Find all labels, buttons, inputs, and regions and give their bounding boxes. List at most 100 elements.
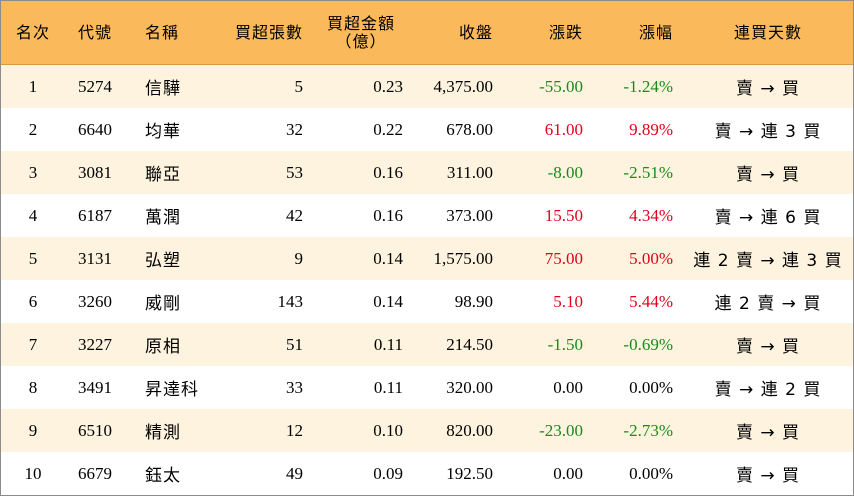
cell-name: 均華 (145, 122, 181, 142)
cell-name: 萬潤 (145, 208, 181, 228)
cell-name: 聯亞 (145, 165, 181, 185)
cell-net-amount: 0.14 (373, 291, 403, 311)
cell-close: 4,375.00 (433, 76, 494, 96)
cell-change-pct: -2.51% (623, 162, 673, 182)
cell-code: 5274 (78, 76, 112, 96)
cell-buy-days: 賣 → 連 2 買 (714, 380, 822, 400)
header-net-amount-line1: 買超金額 (326, 13, 395, 33)
cell-buy-days: 賣 → 買 (735, 79, 801, 99)
cell-code: 6640 (78, 119, 112, 139)
cell-net-lots: 32 (286, 119, 303, 139)
cell-net-amount: 0.23 (373, 76, 403, 96)
cell-change: 61.00 (544, 119, 583, 139)
cell-code: 6510 (78, 420, 112, 440)
cell-code: 3260 (78, 291, 112, 311)
cell-rank: 5 (28, 248, 38, 268)
cell-net-lots: 143 (277, 291, 304, 311)
cell-rank: 2 (28, 119, 38, 139)
cell-rank: 6 (28, 291, 38, 311)
cell-net-lots: 33 (286, 377, 303, 397)
cell-close: 214.50 (446, 334, 493, 354)
cell-net-amount: 0.16 (373, 162, 403, 182)
cell-change-pct: 4.34% (629, 205, 673, 225)
cell-name: 威剛 (145, 294, 181, 314)
table-row[interactable]: 3 3081 聯亞 53 0.16 311.00 -8.00 -2.51% 賣 → 買 (1, 151, 853, 194)
cell-rank: 3 (28, 162, 38, 182)
header-net-amount[interactable]: 買超金額 （億） (319, 1, 403, 64)
cell-net-lots: 42 (286, 205, 303, 225)
cell-net-amount: 0.16 (373, 205, 403, 225)
cell-change-pct: 5.00% (629, 248, 673, 268)
cell-net-lots: 12 (286, 420, 303, 440)
cell-change: 0.00 (553, 463, 583, 483)
cell-code: 3131 (78, 248, 112, 268)
cell-net-amount: 0.09 (373, 463, 403, 483)
table-row[interactable]: 5 3131 弘塑 9 0.14 1,575.00 75.00 5.00% 連 2 賣 → 連 … (1, 237, 853, 280)
cell-close: 373.00 (446, 205, 493, 225)
cell-name: 昇達科 (145, 380, 199, 400)
cell-change-pct: -2.73% (623, 420, 673, 440)
cell-net-amount: 0.10 (373, 420, 403, 440)
cell-buy-days: 賣 → 買 (735, 337, 801, 357)
header-change[interactable]: 漲跌 (548, 22, 583, 42)
table-row[interactable]: 7 3227 原相 51 0.11 214.50 -1.50 -0.69% 賣 → 買 (1, 323, 853, 366)
cell-code: 6187 (78, 205, 112, 225)
cell-change: -8.00 (547, 162, 583, 182)
cell-net-lots: 5 (294, 76, 304, 96)
cell-net-lots: 51 (286, 334, 303, 354)
cell-buy-days: 賣 → 買 (735, 165, 801, 185)
cell-rank: 1 (28, 76, 38, 96)
cell-buy-days: 連 2 賣 → 連 3 買 (693, 251, 843, 271)
header-name[interactable]: 名稱 (145, 22, 180, 42)
cell-net-amount: 0.14 (373, 248, 403, 268)
cell-close: 311.00 (446, 162, 493, 182)
table-header: 名次 代號 名稱 買超張數 買超金額 （億） 收盤 漲跌 漲幅 連買天數 (1, 1, 853, 65)
cell-change: -23.00 (539, 420, 583, 440)
table-row[interactable]: 4 6187 萬潤 42 0.16 373.00 15.50 4.34% 賣 → 連 6 買 (1, 194, 853, 237)
cell-change: 75.00 (544, 248, 583, 268)
cell-change: 0.00 (553, 377, 583, 397)
table-row[interactable]: 2 6640 均華 32 0.22 678.00 61.00 9.89% 賣 → 連 3 買 (1, 108, 853, 151)
cell-change-pct: 9.89% (629, 119, 673, 139)
header-rank[interactable]: 名次 (15, 22, 50, 42)
cell-net-lots: 49 (286, 463, 303, 483)
cell-change-pct: 0.00% (629, 463, 673, 483)
table-row[interactable]: 10 6679 鈺太 49 0.09 192.50 0.00 0.00% 賣 → 買 (1, 452, 853, 495)
table-row[interactable]: 1 5274 信驊 5 0.23 4,375.00 -55.00 -1.24% 賣 → 買 (1, 65, 853, 108)
header-close[interactable]: 收盤 (458, 22, 493, 42)
cell-change-pct: -1.24% (623, 76, 673, 96)
header-buy-days[interactable]: 連買天數 (733, 22, 802, 42)
table-row[interactable]: 8 3491 昇達科 33 0.11 320.00 0.00 0.00% 賣 → 連 2 買 (1, 366, 853, 409)
header-code[interactable]: 代號 (77, 22, 112, 42)
cell-net-lots: 9 (294, 248, 304, 268)
cell-change-pct: -0.69% (623, 334, 673, 354)
header-change-pct[interactable]: 漲幅 (638, 22, 673, 42)
cell-code: 6679 (78, 463, 112, 483)
cell-close: 320.00 (446, 377, 493, 397)
cell-change: -55.00 (539, 76, 583, 96)
header-net-amount-line2: （億） (335, 31, 387, 51)
cell-name: 鈺太 (145, 466, 181, 486)
cell-name: 精測 (145, 423, 181, 443)
header-net-lots[interactable]: 買超張數 (234, 22, 303, 42)
cell-buy-days: 賣 → 連 3 買 (714, 122, 822, 142)
cell-net-amount: 0.22 (373, 119, 403, 139)
cell-close: 678.00 (446, 119, 493, 139)
cell-buy-days: 賣 → 買 (735, 466, 801, 486)
cell-buy-days: 賣 → 買 (735, 423, 801, 443)
cell-close: 1,575.00 (433, 248, 494, 268)
cell-net-lots: 53 (286, 162, 303, 182)
cell-change: 15.50 (544, 205, 583, 225)
cell-name: 信驊 (145, 79, 181, 99)
cell-code: 3227 (78, 334, 112, 354)
table-row[interactable]: 9 6510 精測 12 0.10 820.00 -23.00 -2.73% 賣 → 買 (1, 409, 853, 452)
table-row[interactable]: 6 3260 威剛 143 0.14 98.90 5.10 5.44% 連 2 賣 → 買 (1, 280, 853, 323)
cell-code: 3081 (78, 162, 112, 182)
cell-buy-days: 連 2 賣 → 買 (714, 294, 822, 314)
cell-close: 820.00 (446, 420, 493, 440)
cell-rank: 10 (24, 463, 42, 483)
cell-close: 192.50 (446, 463, 493, 483)
cell-rank: 9 (28, 420, 38, 440)
cell-buy-days: 賣 → 連 6 買 (714, 208, 822, 228)
cell-rank: 8 (28, 377, 38, 397)
